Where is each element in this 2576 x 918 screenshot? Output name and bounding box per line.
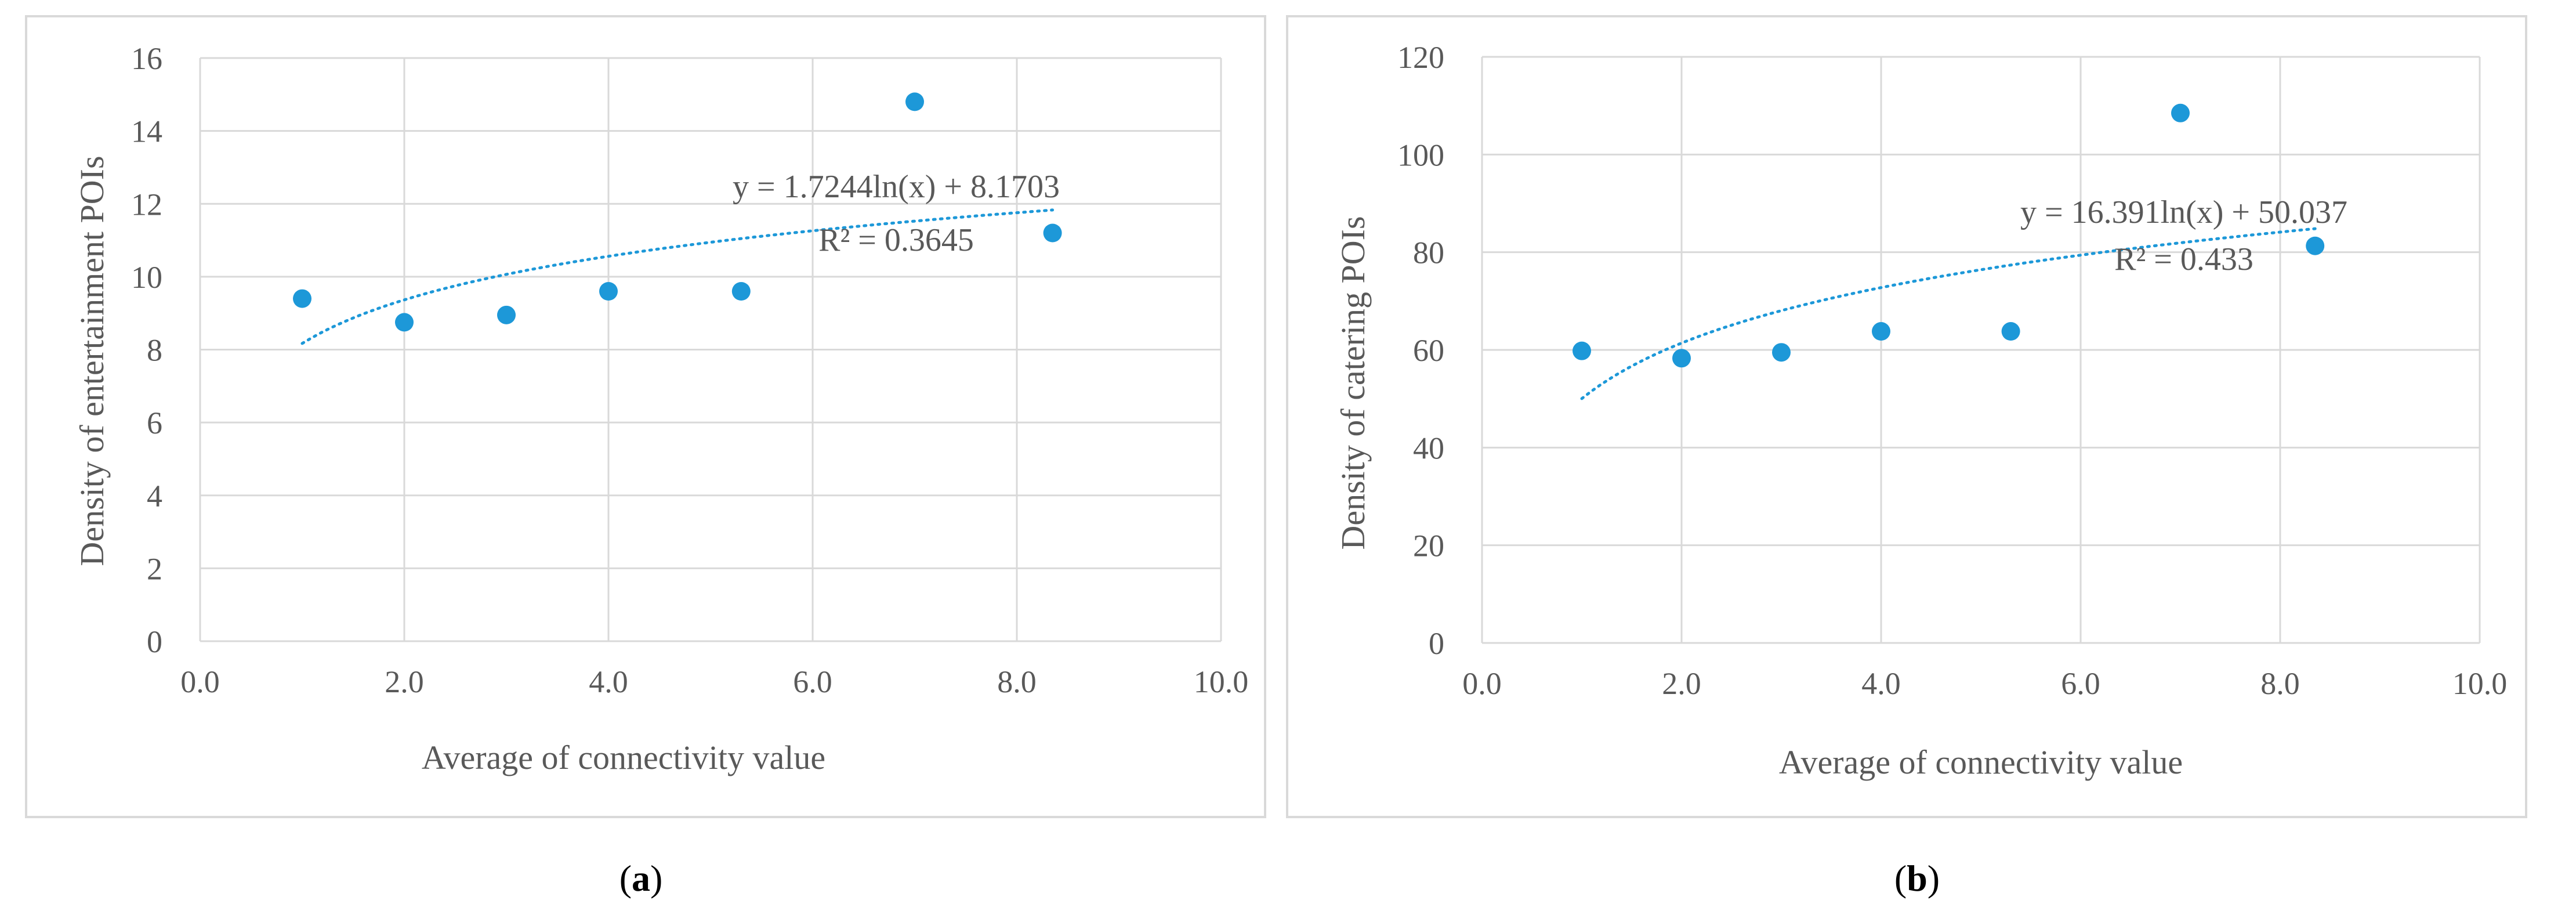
y-tick-label-a: 8 (147, 333, 162, 368)
y-tick-label-b: 40 (1413, 431, 1444, 465)
panel-label-b: (b) (1894, 858, 1940, 899)
chart-frame-a (25, 15, 1266, 818)
trendline-a (300, 208, 1055, 345)
x-tick-label-b: 8.0 (2260, 666, 2300, 701)
r-squared-a: R² = 0.3645 (818, 222, 974, 258)
y-tick-label-a: 10 (131, 260, 162, 295)
trendline-equation-b: y = 16.391ln(x) + 50.037 (2020, 194, 2347, 230)
x-tick-label-b: 10.0 (2452, 666, 2508, 701)
y-tick-labels-a: 0 2 4 6 8 10 12 14 16 (131, 41, 162, 659)
data-points-a (293, 92, 1062, 332)
y-tick-label-b: 100 (1397, 138, 1444, 172)
panel-label-a: (a) (619, 858, 663, 899)
r-squared-b: R² = 0.433 (2114, 241, 2253, 277)
x-tick-label-b: 0.0 (1462, 666, 1502, 701)
y-tick-label-a: 0 (147, 624, 162, 659)
trendline-equation-a: y = 1.7244ln(x) + 8.1703 (733, 169, 1060, 205)
x-tick-label-b: 2.0 (1662, 666, 1701, 701)
x-tick-label-a: 2.0 (385, 664, 424, 699)
y-tick-label-b: 120 (1397, 40, 1444, 75)
x-tick-label-a: 4.0 (589, 664, 628, 699)
data-point-b (2001, 322, 2020, 341)
x-axis-title-b: Average of connectivity value (1779, 743, 2183, 781)
data-point-a (395, 313, 414, 332)
data-point-b (1672, 349, 1691, 368)
data-point-a (497, 305, 516, 324)
x-tick-labels-b: 0.0 2.0 4.0 6.0 8.0 10.0 (1462, 666, 2507, 701)
x-tick-label-a: 6.0 (793, 664, 832, 699)
y-tick-label-a: 16 (131, 41, 162, 76)
y-tick-label-a: 14 (131, 114, 162, 149)
x-tick-label-a: 8.0 (997, 664, 1037, 699)
x-tick-label-a: 0.0 (180, 664, 220, 699)
x-tick-label-b: 6.0 (2061, 666, 2100, 701)
chart-panel-b: 0 20 40 60 80 100 120 0.0 2.0 4.0 6.0 8.0 10.0 y = … (1286, 15, 2527, 818)
gridlines-a (199, 57, 1222, 642)
y-axis-title-a: Density of entertainment POIs (73, 156, 111, 566)
y-tick-label-b: 20 (1413, 529, 1444, 563)
data-point-b (1772, 343, 1791, 362)
data-point-b (2306, 236, 2325, 255)
trendline-b (1580, 227, 2317, 400)
data-point-b (1872, 322, 1890, 341)
y-tick-label-a: 2 (147, 551, 162, 586)
y-tick-labels-b: 0 20 40 60 80 100 120 (1397, 40, 1444, 661)
data-point-a (599, 282, 618, 301)
data-point-a (293, 289, 311, 308)
y-axis-title-b: Density of catering POIs (1334, 216, 1372, 550)
chart-frame-b (1286, 15, 2527, 818)
data-points-b (1573, 103, 2325, 368)
data-point-a (905, 92, 924, 111)
y-tick-label-a: 6 (147, 406, 162, 440)
data-point-a (1043, 223, 1062, 243)
data-point-a (731, 282, 751, 301)
gridlines-b (1481, 56, 2481, 644)
x-tick-label-a: 10.0 (1194, 664, 1249, 699)
x-tick-labels-a: 0.0 2.0 4.0 6.0 8.0 10.0 (180, 664, 1248, 699)
data-point-b (2171, 103, 2190, 122)
x-tick-label-b: 4.0 (1861, 666, 1901, 701)
data-point-b (1573, 341, 1591, 360)
y-tick-label-a: 12 (131, 187, 162, 222)
x-axis-title-a: Average of connectivity value (422, 739, 825, 776)
y-tick-label-b: 80 (1413, 236, 1444, 270)
y-tick-label-b: 60 (1413, 333, 1444, 368)
chart-panel-a: 0 2 4 6 8 10 12 14 16 0.0 2.0 4.0 6.0 8.0 10.0 y = 1.… (25, 15, 1266, 818)
y-tick-label-b: 0 (1429, 626, 1444, 661)
y-tick-label-a: 4 (147, 479, 162, 514)
